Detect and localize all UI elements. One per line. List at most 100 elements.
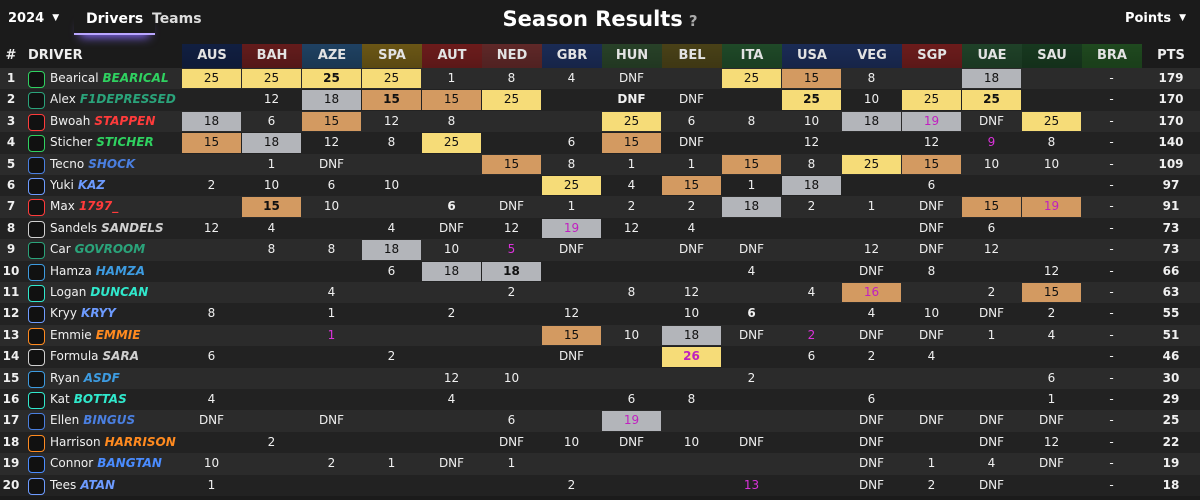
first-name: Ellen bbox=[50, 413, 80, 428]
last-name: GOVROOM bbox=[74, 242, 146, 257]
metric-select[interactable]: Points ▼ bbox=[1124, 11, 1186, 26]
race-result: 19 bbox=[1022, 197, 1081, 217]
race-result: 25 bbox=[542, 176, 601, 196]
race-result: 6 bbox=[387, 263, 396, 278]
race-result: 25 bbox=[842, 154, 901, 174]
points: 51 bbox=[1162, 327, 1180, 342]
race-result: 10 bbox=[683, 306, 700, 321]
race-result: 8 bbox=[627, 285, 636, 299]
tab-teams[interactable]: Teams bbox=[152, 11, 202, 27]
race-result: 6 bbox=[567, 135, 576, 150]
race-result: 1 bbox=[327, 306, 336, 321]
race-result: DNF bbox=[978, 413, 1005, 428]
race-header: USA bbox=[782, 44, 842, 68]
points: 73 bbox=[1162, 242, 1180, 257]
first-name: Harrison bbox=[50, 434, 101, 449]
race-result: 8 bbox=[867, 71, 876, 85]
points: 97 bbox=[1162, 178, 1180, 192]
race-result: 1 bbox=[867, 199, 876, 214]
race-result: 10 bbox=[983, 156, 1000, 171]
points: 25 bbox=[1162, 413, 1180, 428]
race-result: - bbox=[1109, 199, 1114, 214]
last-name: BEARICAL bbox=[102, 71, 169, 85]
row-background bbox=[0, 474, 1200, 496]
driver-name: Tecno SHOCK bbox=[50, 154, 180, 175]
position: 3 bbox=[6, 113, 16, 128]
race-result: DNF bbox=[918, 413, 945, 428]
driver-name: Ryan ASDF bbox=[50, 368, 180, 389]
race-result: 10 bbox=[803, 113, 820, 128]
race-result: - bbox=[1109, 135, 1114, 150]
race-result: 19 bbox=[542, 218, 601, 239]
first-name: Tecno bbox=[50, 156, 85, 171]
race-result: 12 bbox=[203, 220, 220, 235]
page-title: Season Results? bbox=[0, 7, 1200, 31]
row-background bbox=[0, 367, 1200, 389]
first-name: Tees bbox=[50, 477, 77, 492]
race-result: 10 bbox=[683, 434, 700, 449]
first-name: Car bbox=[50, 242, 71, 257]
driver-name: Formula SARA bbox=[50, 346, 180, 367]
race-result: - bbox=[1109, 434, 1114, 449]
race-result: 25 bbox=[242, 69, 301, 89]
title-text: Season Results bbox=[502, 7, 683, 31]
team-icon bbox=[28, 392, 45, 409]
season-select[interactable]: 2024 ▼ bbox=[8, 11, 60, 26]
team-icon bbox=[28, 92, 45, 110]
race-result: 6 bbox=[327, 178, 336, 192]
race-result: 25 bbox=[962, 90, 1021, 110]
race-result: 18 bbox=[242, 133, 301, 153]
position: 15 bbox=[2, 370, 20, 385]
race-result: 8 bbox=[387, 135, 396, 150]
points: 18 bbox=[1162, 477, 1180, 492]
race-result: DNF bbox=[978, 434, 1005, 449]
race-result: 2 bbox=[747, 370, 756, 385]
team-icon bbox=[28, 135, 45, 153]
race-result: 4 bbox=[567, 71, 576, 85]
race-result: 18 bbox=[182, 111, 241, 132]
first-name: Ryan bbox=[50, 370, 80, 385]
race-result: DNF bbox=[858, 477, 885, 492]
race-result: 18 bbox=[302, 90, 361, 110]
points: 19 bbox=[1162, 456, 1180, 471]
team-icon bbox=[28, 434, 45, 452]
race-result: 4 bbox=[867, 306, 876, 321]
race-result: DNF bbox=[918, 199, 945, 214]
race-result: 8 bbox=[807, 156, 816, 171]
first-name: Connor bbox=[50, 456, 94, 471]
race-result: 4 bbox=[267, 220, 276, 235]
race-result: - bbox=[1109, 349, 1114, 364]
first-name: Hamza bbox=[50, 263, 92, 278]
points: 109 bbox=[1158, 156, 1184, 171]
race-result: 15 bbox=[542, 325, 601, 346]
race-result: 12 bbox=[683, 285, 700, 299]
race-result: - bbox=[1109, 113, 1114, 128]
position: 14 bbox=[2, 349, 20, 364]
race-result: - bbox=[1109, 370, 1114, 385]
last-name: ATAN bbox=[80, 477, 116, 492]
points: 179 bbox=[1158, 71, 1184, 85]
race-result: 1 bbox=[747, 178, 756, 192]
race-result: 10 bbox=[623, 327, 640, 342]
race-result: DNF bbox=[617, 92, 646, 107]
tab-drivers[interactable]: Drivers bbox=[74, 11, 156, 35]
row-background bbox=[0, 410, 1200, 432]
race-result: 15 bbox=[242, 197, 301, 217]
first-name: Bearical bbox=[50, 71, 99, 85]
race-result: 15 bbox=[782, 69, 841, 89]
team-icon bbox=[28, 456, 45, 474]
race-result: 1 bbox=[1047, 392, 1056, 406]
help-icon[interactable]: ? bbox=[688, 12, 698, 30]
race-result: - bbox=[1109, 327, 1114, 342]
race-result: 15 bbox=[662, 176, 721, 196]
race-result: DNF bbox=[678, 92, 705, 107]
position: 7 bbox=[6, 199, 16, 214]
team-icon bbox=[28, 327, 45, 345]
race-result: DNF bbox=[198, 413, 225, 428]
race-result: 12 bbox=[623, 220, 640, 235]
race-result: - bbox=[1109, 392, 1114, 406]
race-result: 18 bbox=[362, 240, 421, 260]
race-result: DNF bbox=[438, 220, 465, 235]
race-result: 8 bbox=[1047, 135, 1056, 150]
points: 30 bbox=[1162, 370, 1180, 385]
